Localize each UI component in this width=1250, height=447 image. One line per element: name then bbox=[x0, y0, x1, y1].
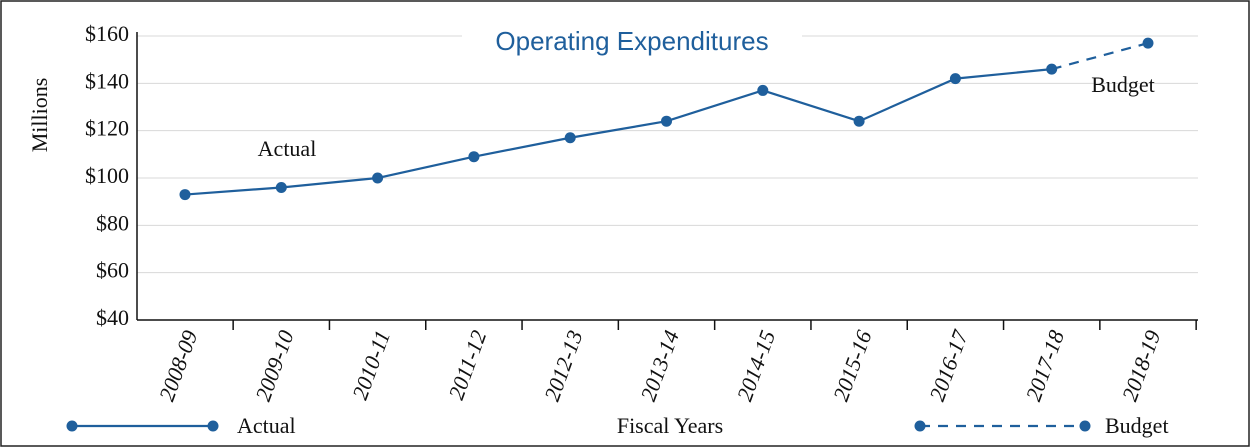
legend-label: Budget bbox=[1105, 413, 1169, 438]
point bbox=[179, 189, 191, 201]
legend-label: Actual bbox=[237, 413, 296, 438]
series-line bbox=[184, 68, 1052, 196]
y-tick-label: $60 bbox=[96, 258, 129, 283]
annotation: Actual bbox=[258, 136, 317, 161]
x-tick-label: 2010-11 bbox=[347, 327, 395, 403]
x-tick-label: 2013-14 bbox=[635, 327, 684, 404]
y-tick-label: $40 bbox=[96, 305, 129, 330]
x-tick-label: 2012-13 bbox=[539, 327, 588, 404]
x-tick-label: 2009-10 bbox=[250, 327, 299, 404]
point bbox=[757, 84, 769, 96]
chart-title: Operating Expenditures bbox=[495, 26, 768, 56]
point bbox=[372, 172, 384, 184]
point bbox=[1142, 37, 1154, 49]
x-tick-label: 2016-17 bbox=[924, 326, 973, 404]
x-tick-label: 2014-15 bbox=[732, 327, 781, 404]
y-tick-label: $80 bbox=[96, 210, 129, 235]
x-tick-label: 2008-09 bbox=[154, 327, 203, 404]
x-tick-label: 2015-16 bbox=[828, 327, 877, 404]
y-axis-label: Millions bbox=[27, 78, 52, 153]
legend-marker bbox=[207, 420, 219, 432]
legend-marker bbox=[66, 420, 78, 432]
x-axis-label: Fiscal Years bbox=[617, 413, 723, 438]
x-tick-label: 2011-12 bbox=[443, 327, 491, 403]
point bbox=[275, 181, 287, 193]
legend-marker bbox=[914, 420, 926, 432]
series-line bbox=[1051, 42, 1149, 71]
y-tick-label: $100 bbox=[85, 163, 129, 188]
annotation: Budget bbox=[1091, 72, 1155, 97]
title-bg bbox=[462, 24, 802, 62]
y-tick-label: $140 bbox=[85, 68, 129, 93]
legend-marker bbox=[1079, 420, 1091, 432]
y-tick-label: $160 bbox=[85, 21, 129, 46]
point bbox=[949, 73, 961, 85]
x-tick-label: 2017-18 bbox=[1021, 327, 1070, 404]
y-tick-label: $120 bbox=[85, 116, 129, 141]
point bbox=[661, 115, 672, 127]
point bbox=[468, 151, 480, 163]
point bbox=[853, 115, 865, 127]
point bbox=[564, 132, 576, 144]
x-tick-label: 2018-19 bbox=[1117, 327, 1166, 404]
